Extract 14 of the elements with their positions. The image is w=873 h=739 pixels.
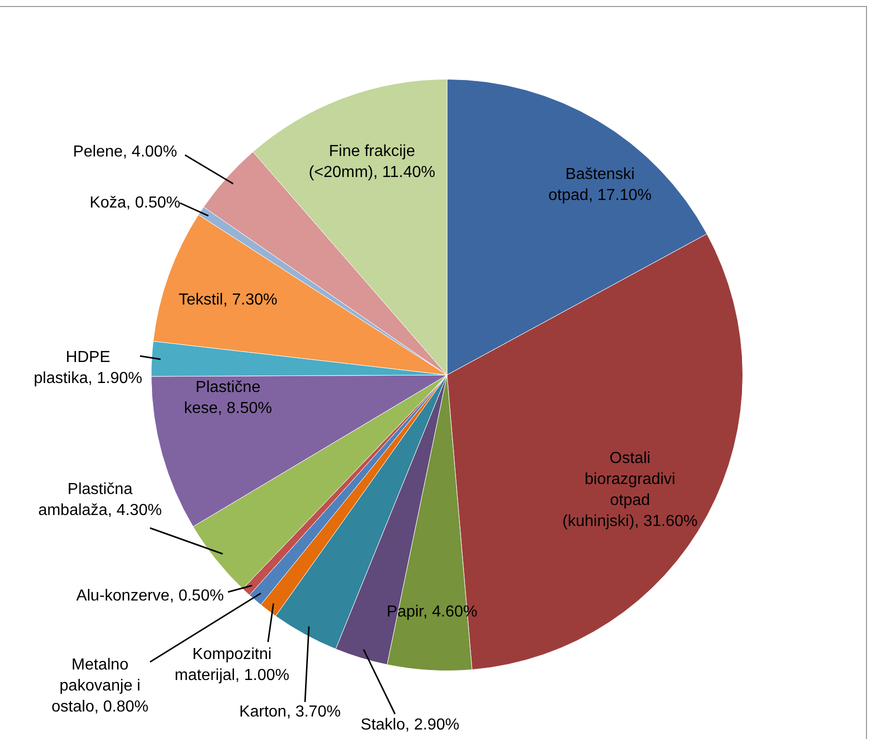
slice-label: Metalno pakovanje i ostalo, 0.80% — [52, 656, 148, 716]
slice-label: Pelene, 4.00% — [72, 143, 178, 160]
slice-label: Ostali biorazgradivi otpad (kuhinjski), 31.60% — [562, 450, 698, 530]
slice-label: HDPE plastika, 1.90% — [34, 348, 142, 387]
slice-label: Staklo, 2.90% — [360, 716, 460, 734]
slice-label: Baštenski otpad, 17.10% — [548, 166, 652, 204]
slice-label: Karton, 3.70% — [239, 703, 341, 720]
slice-label: Plastične kese, 8.50% — [184, 378, 272, 417]
slice-label: Fine frakcije (<20mm), 11.40% — [308, 142, 436, 181]
slice-label: Alu-konzerve, 0.50% — [76, 587, 224, 604]
slice-label: Plastična ambalaža, 4.30% — [38, 480, 162, 519]
slice-label: Kompozitni materijal, 1.00% — [174, 646, 290, 684]
slice-label: Tekstil, 7.30% — [178, 291, 278, 308]
slice-label: Koža, 0.50% — [90, 194, 180, 212]
